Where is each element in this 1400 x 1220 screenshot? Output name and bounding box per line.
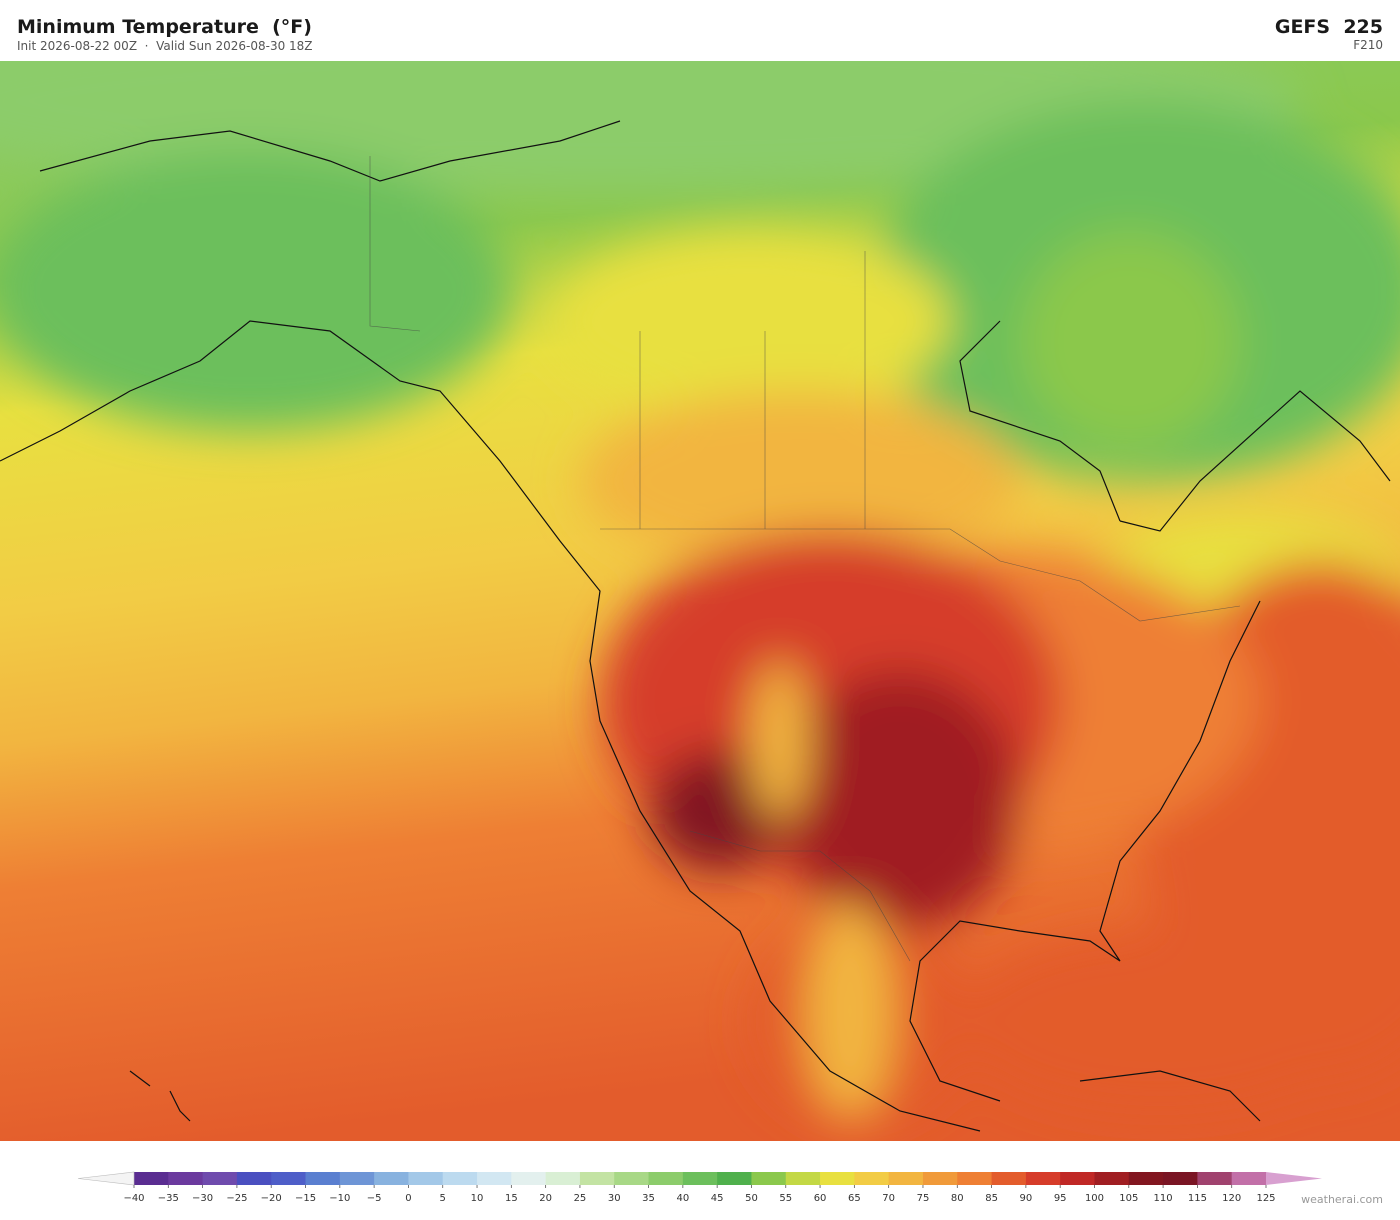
colorbar-over bbox=[1266, 1172, 1322, 1185]
colorbar-segment bbox=[785, 1172, 821, 1185]
colorbar-tick-label: −15 bbox=[295, 1193, 316, 1204]
model-label: GEFS 225 bbox=[1274, 16, 1383, 38]
colorbar-tick-label: 90 bbox=[1020, 1193, 1033, 1204]
colorbar-segment bbox=[922, 1172, 958, 1185]
colorbar-tick-label: 50 bbox=[745, 1193, 758, 1204]
colorbar-tick-label: −40 bbox=[123, 1193, 144, 1204]
colorbar-tick-label: 100 bbox=[1085, 1193, 1104, 1204]
colorbar-tick-label: −30 bbox=[192, 1193, 213, 1204]
credit: weatherai.com bbox=[1301, 1193, 1383, 1206]
colorbar-tick-label: 10 bbox=[471, 1193, 484, 1204]
colorbar-tick-label: −20 bbox=[261, 1193, 282, 1204]
colorbar-tick-label: 55 bbox=[779, 1193, 792, 1204]
colorbar-segment bbox=[477, 1172, 512, 1185]
colorbar-tick-label: 35 bbox=[642, 1193, 655, 1204]
colorbar-tick-label: 80 bbox=[951, 1193, 964, 1204]
coastlines bbox=[0, 120, 1391, 1132]
colorbar-tick-label: 20 bbox=[539, 1193, 552, 1204]
colorbar-segment bbox=[1163, 1172, 1198, 1185]
temperature-field bbox=[0, 61, 1400, 1121]
colorbar-tick-label: 60 bbox=[814, 1193, 827, 1204]
colorbar-tick-label: 75 bbox=[917, 1193, 930, 1204]
colorbar-tick-label: 95 bbox=[1054, 1193, 1067, 1204]
colorbar-segment bbox=[751, 1172, 787, 1185]
colorbar-segment bbox=[1197, 1172, 1233, 1185]
colorbar-segment bbox=[957, 1172, 993, 1185]
colorbar-tick-label: 0 bbox=[405, 1193, 411, 1204]
colorbar-tick-label: 25 bbox=[574, 1193, 587, 1204]
colorbar-segment bbox=[579, 1172, 615, 1185]
colorbar-segment bbox=[1060, 1172, 1095, 1185]
colorbar-tick-label: 115 bbox=[1188, 1193, 1207, 1204]
colorbar-tick-label: 30 bbox=[608, 1193, 621, 1204]
colorbar-segment bbox=[1094, 1172, 1130, 1185]
colorbar-segment bbox=[202, 1172, 238, 1185]
colorbar-tick-label: 110 bbox=[1154, 1193, 1173, 1204]
colorbar-tick-label: 65 bbox=[848, 1193, 861, 1204]
colorbar-segment bbox=[1231, 1172, 1267, 1185]
colorbar-tick-label: 45 bbox=[711, 1193, 724, 1204]
colorbar-tick-label: 85 bbox=[985, 1193, 998, 1204]
colorbar-tick-label: 105 bbox=[1119, 1193, 1138, 1204]
forecast-hour: F210 bbox=[1353, 38, 1383, 52]
colorbar-segment bbox=[545, 1172, 581, 1185]
colorbar-segment bbox=[442, 1172, 478, 1185]
colorbar-tick-label: −25 bbox=[226, 1193, 247, 1204]
colorbar-tick-label: −35 bbox=[158, 1193, 179, 1204]
colorbar-segment bbox=[888, 1172, 924, 1185]
colorbar-segment bbox=[1025, 1172, 1061, 1185]
colorbar-tick-label: −5 bbox=[367, 1193, 382, 1204]
borders bbox=[369, 156, 1241, 962]
colorbar: −40 −35 −30 −25 −20 −15 −10 −5 0 5 10 15 20 25 30 35 40 4… bbox=[77, 1171, 1322, 1204]
colorbar-segment bbox=[717, 1172, 752, 1185]
colorbar-tick-label: 5 bbox=[440, 1193, 446, 1204]
colorbar-segment bbox=[854, 1172, 890, 1185]
colorbar-tick-label: 125 bbox=[1256, 1193, 1275, 1204]
map-subtitle: Init 2026-08-22 00Z · Valid Sun 2026-08-… bbox=[17, 39, 313, 53]
colorbar-segment bbox=[648, 1172, 684, 1185]
colorbar-tick-label: 70 bbox=[882, 1193, 895, 1204]
colorbar-under bbox=[77, 1171, 135, 1186]
map-title: Minimum Temperature (°F) bbox=[17, 16, 312, 38]
colorbar-segment bbox=[305, 1172, 341, 1185]
colorbar-segment bbox=[614, 1172, 650, 1185]
colorbar-segment bbox=[511, 1172, 547, 1185]
colorbar-segment bbox=[236, 1172, 272, 1185]
colorbar-segment bbox=[682, 1172, 718, 1185]
colorbar-segment bbox=[339, 1172, 375, 1185]
map bbox=[0, 61, 1400, 1141]
colorbar-segment bbox=[820, 1172, 855, 1185]
colorbar-segment bbox=[991, 1172, 1027, 1185]
colorbar-tick-label: 15 bbox=[505, 1193, 518, 1204]
colorbar-segment bbox=[374, 1172, 409, 1185]
colorbar-segment bbox=[168, 1172, 204, 1185]
colorbar-segment bbox=[271, 1172, 307, 1185]
colorbar-segment bbox=[134, 1172, 169, 1185]
colorbar-tick-label: 120 bbox=[1222, 1193, 1241, 1204]
colorbar-segment bbox=[408, 1172, 444, 1185]
colorbar-segment bbox=[1128, 1172, 1164, 1185]
colorbar-tick-label: 40 bbox=[676, 1193, 689, 1204]
colorbar-tick-label: −10 bbox=[329, 1193, 350, 1204]
